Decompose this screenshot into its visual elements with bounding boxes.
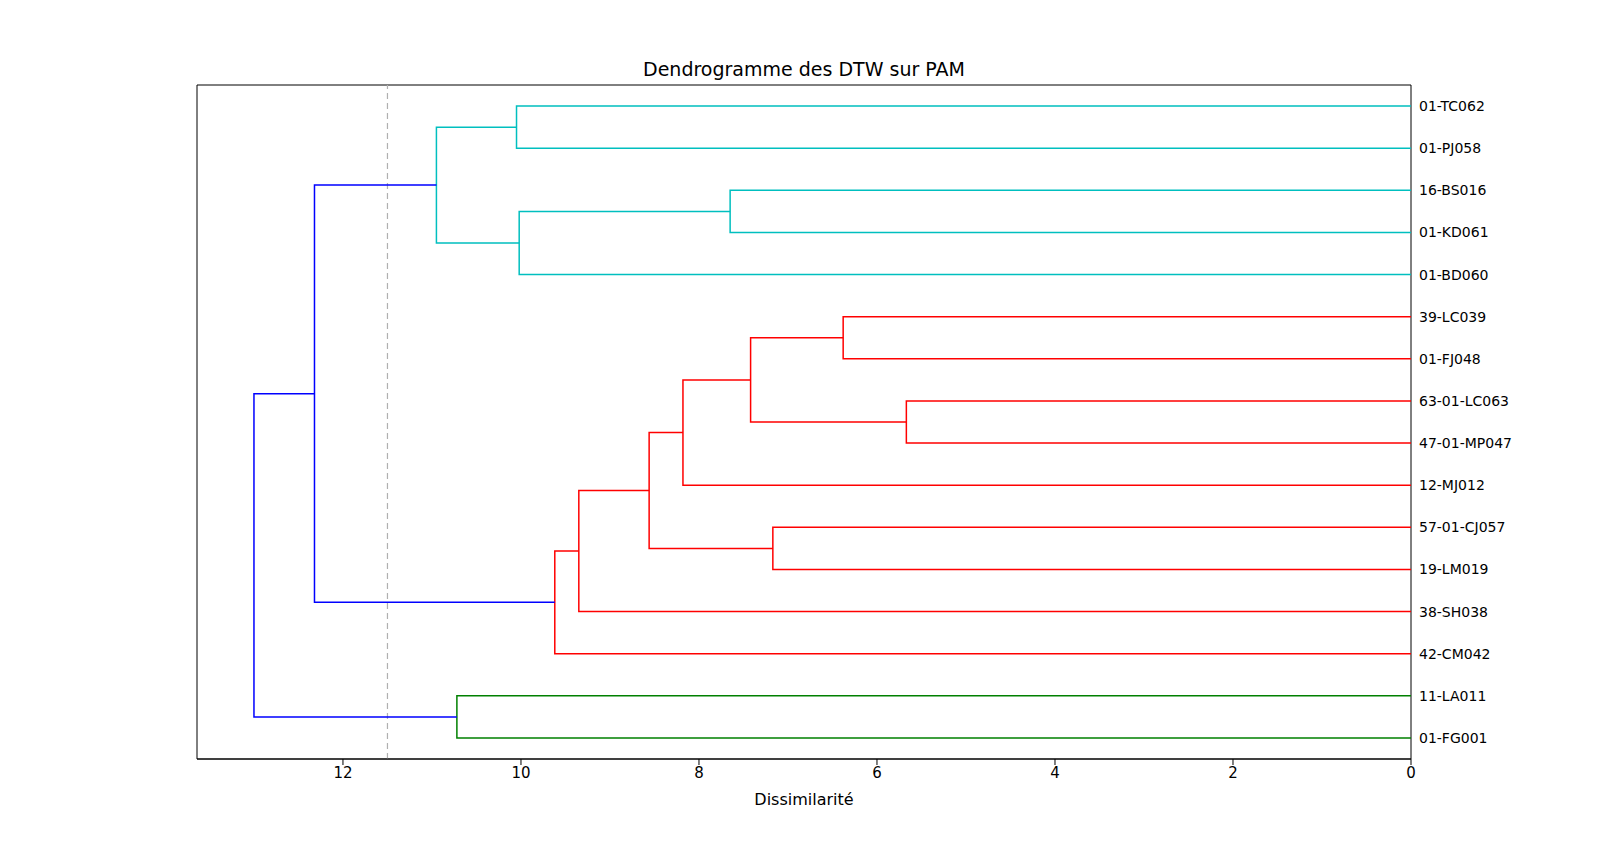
svg-text:19-LM019: 19-LM019 [1419,561,1488,577]
svg-text:01-FG001: 01-FG001 [1419,730,1488,746]
svg-text:2: 2 [1228,764,1238,782]
svg-text:4: 4 [1050,764,1060,782]
svg-text:01-KD061: 01-KD061 [1419,224,1489,240]
svg-text:11-LA011: 11-LA011 [1419,688,1486,704]
svg-text:01-TC062: 01-TC062 [1419,98,1485,114]
svg-text:8: 8 [694,764,704,782]
svg-text:12: 12 [333,764,352,782]
svg-text:63-01-LC063: 63-01-LC063 [1419,393,1509,409]
svg-text:6: 6 [872,764,882,782]
svg-text:12-MJ012: 12-MJ012 [1419,477,1485,493]
svg-text:38-SH038: 38-SH038 [1419,604,1488,620]
svg-text:0: 0 [1406,764,1416,782]
svg-text:01-BD060: 01-BD060 [1419,267,1488,283]
svg-text:16-BS016: 16-BS016 [1419,182,1486,198]
svg-text:01-PJ058: 01-PJ058 [1419,140,1481,156]
svg-text:42-CM042: 42-CM042 [1419,646,1490,662]
svg-text:57-01-CJ057: 57-01-CJ057 [1419,519,1505,535]
svg-text:39-LC039: 39-LC039 [1419,309,1486,325]
svg-text:Dissimilarité: Dissimilarité [754,790,853,809]
svg-text:10: 10 [511,764,530,782]
svg-text:47-01-MP047: 47-01-MP047 [1419,435,1512,451]
html-text:Dendrogramme des DTW sur PAM: Dendrogramme des DTW sur PAM [643,58,965,80]
svg-text:01-FJ048: 01-FJ048 [1419,351,1481,367]
